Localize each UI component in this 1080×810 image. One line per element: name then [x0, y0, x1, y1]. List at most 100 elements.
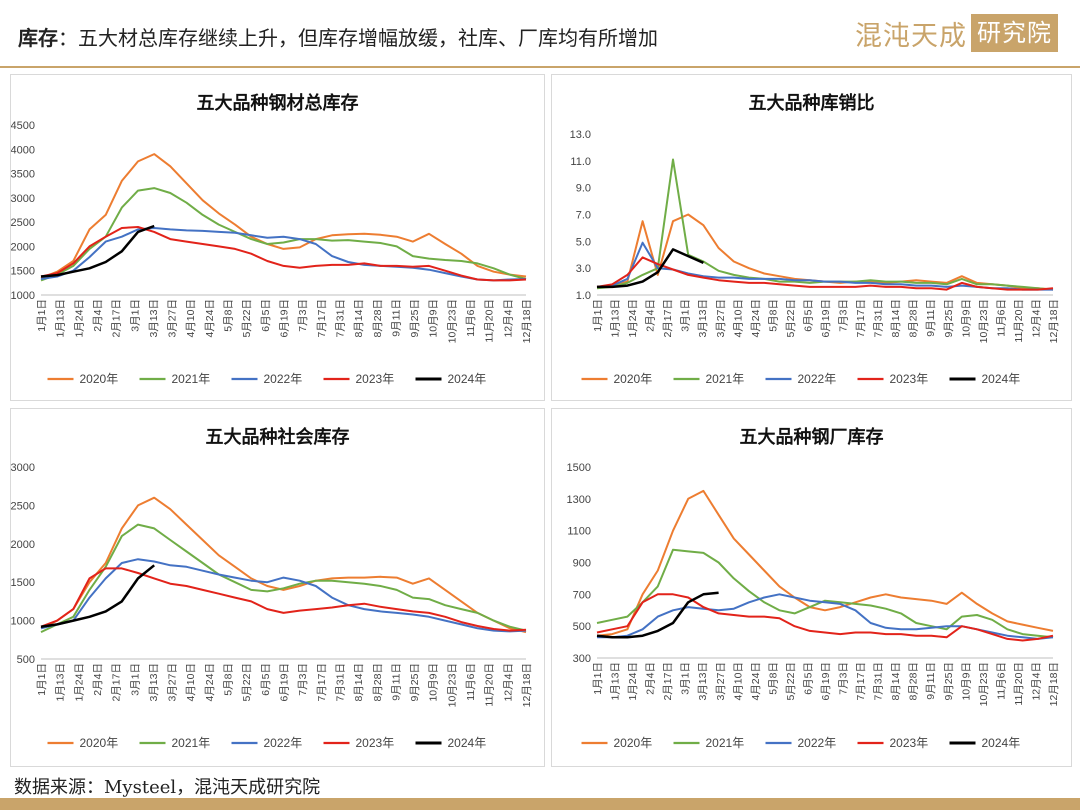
x-tick-label: 7月3日 — [838, 299, 850, 332]
x-tick-label: 7月3日 — [297, 299, 309, 332]
x-tick-label: 3月1日 — [680, 299, 692, 332]
x-tick-label: 7月3日 — [838, 662, 850, 695]
legend-label: 2020年 — [614, 736, 653, 750]
x-tick-label: 5月22日 — [785, 662, 797, 701]
series-line-2021 — [596, 158, 1054, 291]
legend-label: 2024年 — [448, 372, 487, 386]
x-tick-label: 2月17日 — [111, 663, 123, 702]
y-tick-label: 2500 — [11, 217, 35, 229]
bottom-bar — [0, 798, 1080, 810]
chart-social-inventory: 五大品种社会库存 500 1000 1500 2000 2500 3000 1月1日 1月13日… — [11, 426, 533, 750]
x-tick-label: 3月1日 — [680, 662, 692, 695]
x-tick-label: 8月14日 — [890, 299, 902, 338]
legend-label: 2020年 — [80, 372, 119, 386]
x-tick-label: 8月28日 — [372, 299, 384, 338]
chart-title: 五大品种钢材总库存 — [197, 92, 359, 114]
x-tick-label: 1月24日 — [627, 299, 639, 338]
x-tick-label: 12月4日 — [1030, 299, 1042, 338]
x-tick-label: 10月9日 — [960, 299, 972, 338]
x-tick-label: 9月11日 — [390, 663, 402, 701]
x-tick-label: 3月13日 — [148, 299, 160, 338]
legend-label: 2022年 — [264, 372, 303, 386]
header: 库存：五大材总库存继续上升，但库存增幅放缓，社库、厂库均有所增加 混沌天成 研究院 — [0, 0, 1080, 68]
y-tick-label: 1.0 — [576, 290, 591, 302]
x-tick-label: 2月4日 — [92, 663, 104, 696]
y-tick-label: 1000 — [11, 290, 35, 302]
x-tick-label: 1月13日 — [610, 662, 622, 701]
x-tick-label: 1月24日 — [73, 299, 85, 338]
chart-total-inventory: 五大品种钢材总库存 1000 1500 2000 2500 3000 3500 4000 450… — [11, 92, 533, 386]
y-tick-label: 2000 — [11, 241, 35, 253]
series-line-2020 — [596, 213, 1054, 291]
x-tick-label: 2月17日 — [111, 299, 123, 338]
x-tick-label: 8月28日 — [908, 299, 920, 338]
x-tick-label: 7月17日 — [855, 299, 867, 338]
series-line-2020 — [596, 489, 1054, 637]
x-tick-label: 10月9日 — [960, 662, 972, 701]
series-line-2023 — [596, 593, 1054, 642]
x-tick-label: 5月22日 — [241, 299, 253, 338]
legend-label: 2021年 — [172, 736, 211, 750]
chart-panel-total-inventory: 五大品种钢材总库存 1000 1500 2000 2500 3000 3500 4000 450… — [10, 74, 545, 401]
y-tick-label: 1500 — [567, 462, 591, 474]
y-tick-label: 700 — [573, 589, 591, 601]
series-line-2021 — [596, 548, 1054, 639]
x-tick-label: 11月20日 — [1013, 662, 1025, 706]
y-tick-label: 13.0 — [570, 129, 591, 141]
x-tick-label: 12月4日 — [502, 299, 514, 338]
x-tick-label: 9月25日 — [943, 299, 955, 338]
chart-panel-mill-inventory: 五大品种钢厂库存 300 500 700 900 1100 1300 1500 1月1日 1月13… — [551, 408, 1072, 767]
x-tick-label: 2月4日 — [92, 299, 104, 332]
x-tick-label: 3月1日 — [129, 299, 141, 332]
chart-panel-social-inventory: 五大品种社会库存 500 1000 1500 2000 2500 3000 1月1日 1月13日… — [10, 408, 545, 767]
x-tick-label: 10月23日 — [446, 663, 458, 707]
x-tick-label: 8月14日 — [353, 299, 365, 338]
series-line-2021 — [40, 187, 527, 282]
x-tick-label: 3月27日 — [715, 662, 727, 701]
header-divider — [0, 66, 1080, 68]
x-tick-label: 3月13日 — [148, 663, 160, 702]
series-line-2022 — [40, 558, 527, 633]
x-tick-label: 4月10日 — [185, 299, 197, 338]
legend-label: 2024年 — [448, 736, 487, 750]
y-tick-label: 3.0 — [576, 263, 591, 275]
x-tick-label: 8月14日 — [890, 662, 902, 701]
y-tick-label: 11.0 — [570, 156, 591, 168]
x-tick-label: 9月25日 — [409, 663, 421, 702]
chart-title: 五大品种社会库存 — [206, 426, 350, 448]
y-tick-label: 4000 — [11, 144, 35, 156]
x-tick-label: 8月28日 — [372, 663, 384, 702]
x-tick-label: 1月1日 — [36, 663, 48, 696]
x-tick-label: 4月24日 — [750, 662, 762, 701]
x-tick-label: 10月23日 — [978, 662, 990, 706]
x-tick-label: 5月8日 — [223, 663, 235, 696]
y-tick-label: 500 — [573, 621, 591, 633]
x-tick-label: 12月18日 — [521, 663, 533, 707]
x-tick-label: 12月18日 — [1048, 299, 1060, 343]
x-tick-label: 11月6日 — [465, 299, 477, 337]
x-tick-label: 1月13日 — [610, 299, 622, 338]
x-tick-label: 12月4日 — [502, 663, 514, 702]
series-line-2024 — [40, 224, 155, 278]
x-tick-label: 6月5日 — [260, 663, 272, 696]
series-line-2020 — [40, 153, 527, 279]
x-tick-label: 1月24日 — [73, 663, 85, 702]
series-line-2023 — [40, 567, 527, 632]
x-tick-label: 1月13日 — [55, 663, 67, 702]
x-tick-label: 5月22日 — [785, 299, 797, 338]
series-line-2023 — [40, 226, 527, 282]
series-line-2022 — [40, 227, 527, 282]
x-tick-label: 10月23日 — [978, 299, 990, 343]
page-title: 库存：五大材总库存继续上升，但库存增幅放缓，社库、厂库均有所增加 — [18, 22, 658, 51]
chart-panel-inventory-sales-ratio: 五大品种库销比 1.0 3.0 5.0 7.0 9.0 11.0 13.0 1月1日 1月13日 1… — [551, 74, 1072, 401]
x-tick-label: 11月6日 — [465, 663, 477, 701]
logo-text: 混沌天成 — [855, 20, 967, 52]
x-tick-label: 6月19日 — [279, 299, 291, 338]
title-text: ：五大材总库存继续上升，但库存增幅放缓，社库、厂库均有所增加 — [58, 26, 658, 50]
series-line-2023 — [596, 256, 1054, 291]
y-tick-label: 2500 — [11, 500, 35, 512]
y-tick-label: 300 — [573, 653, 591, 665]
x-tick-label: 6月5日 — [802, 299, 814, 332]
x-tick-label: 2月4日 — [645, 662, 657, 695]
x-tick-label: 3月27日 — [167, 663, 179, 702]
